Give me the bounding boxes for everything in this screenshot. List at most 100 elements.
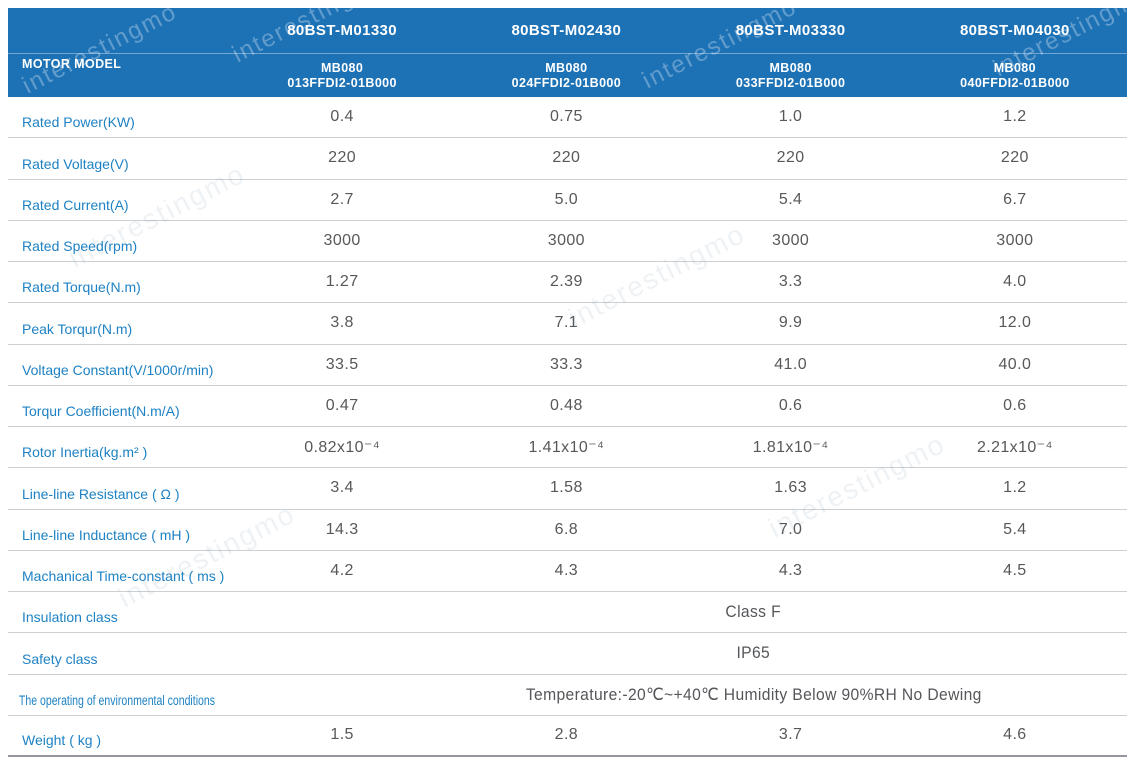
- value-cell: 0.47: [325, 396, 359, 414]
- value-cell: 3.4: [330, 479, 354, 497]
- table-row: The operating of environmental condition…: [8, 675, 1127, 716]
- value-cell: 220: [776, 149, 805, 167]
- model-name-row: 80BST-M01330 80BST-M02430 80BST-M03330 80BS…: [8, 8, 1127, 54]
- table-body: Rated Power(KW) 0.4 0.75 1.0 1.2 Rated Voltag…: [8, 97, 1127, 757]
- model-series-line: MB080: [993, 60, 1037, 75]
- value-cell: 0.6: [778, 396, 803, 414]
- value-cell: 7.0: [778, 520, 803, 538]
- row-label: Peak Torqur(N.m): [22, 320, 133, 337]
- table-row: Peak Torqur(N.m) 3.8 7.1 9.9 12.0: [8, 303, 1127, 345]
- motor-spec-table: MOTOR MODEL 80BST-M01330 80BST-M02430 80BS…: [8, 8, 1127, 757]
- value-cell: 1.2: [1003, 479, 1027, 497]
- table-row: Line-line Inductance ( mH ) 14.3 6.8 7.0 5.4: [8, 510, 1127, 551]
- value-cell: 14.3: [325, 520, 359, 538]
- value-cell: 4.2: [330, 561, 354, 579]
- value-cell: 4.5: [1003, 561, 1027, 579]
- model-series-line: MB080: [320, 60, 364, 75]
- value-cell: 1.0: [778, 108, 803, 126]
- value-cell: 7.1: [554, 314, 579, 332]
- model-code-cell: MB080 040FFDI2-01B000: [903, 54, 1127, 97]
- model-name-cell: 80BST-M01330: [287, 22, 398, 39]
- value-cell: 2.7: [330, 190, 354, 208]
- model-code-line: 033FFDI2-01B000: [735, 75, 846, 90]
- row-label: Rated Power(KW): [22, 114, 135, 131]
- value-cell: 4.0: [1003, 273, 1027, 291]
- merged-value-text: Class F: [725, 602, 782, 622]
- table-row: Insulation class Class F: [8, 592, 1127, 634]
- row-label: Insulation class: [22, 609, 118, 626]
- value-cell: 4.3: [778, 561, 803, 579]
- row-label: Weight ( kg ): [22, 732, 102, 748]
- value-cell: 3.7: [778, 726, 803, 744]
- value-cell: 3000: [547, 231, 585, 249]
- value-cell: 2.21x10⁻⁴: [976, 439, 1053, 457]
- value-cell: 3000: [772, 231, 810, 249]
- table-row: Safety class IP65: [8, 633, 1127, 675]
- value-cell: 1.2: [1003, 108, 1027, 126]
- value-cell: 0.6: [1003, 396, 1027, 414]
- value-cell: 6.8: [554, 520, 579, 538]
- row-label: Rotor Inertia(kg.m² ): [22, 444, 148, 461]
- value-cell: 4.6: [1003, 726, 1027, 744]
- table-row: Weight ( kg ) 1.5 2.8 3.7 4.6: [8, 716, 1127, 757]
- value-cell: 1.5: [330, 726, 354, 744]
- row-label: Rated Torque(N.m): [22, 279, 141, 296]
- merged-value-cell: Temperature:-20℃~+40℃ Humidity Below 90%…: [230, 675, 1127, 715]
- model-code-row: MB080 013FFDI2-01B000 MB080 024FFDI2-01B000…: [8, 54, 1127, 97]
- value-cell: 1.58: [550, 479, 583, 497]
- row-label: Line-line Resistance ( Ω ): [22, 485, 180, 502]
- value-cell: 12.0: [998, 314, 1032, 332]
- model-code-cell: MB080 033FFDI2-01B000: [679, 54, 903, 97]
- model-code-line: 024FFDI2-01B000: [511, 75, 622, 90]
- table-row: Rotor Inertia(kg.m² ) 0.82x10⁻⁴ 1.41x10⁻⁴ 1…: [8, 427, 1127, 469]
- value-cell: 1.81x10⁻⁴: [752, 439, 829, 457]
- value-cell: 40.0: [998, 355, 1032, 373]
- table-row: Rated Power(KW) 0.4 0.75 1.0 1.2: [8, 97, 1127, 139]
- model-code-line: 040FFDI2-01B000: [960, 75, 1070, 90]
- table-row: Voltage Constant(V/1000r/min) 33.5 33.3 41.…: [8, 345, 1127, 386]
- model-series-line: MB080: [769, 60, 812, 75]
- value-cell: 0.48: [550, 396, 583, 414]
- row-label: Voltage Constant(V/1000r/min): [22, 361, 214, 378]
- value-cell: 220: [552, 149, 581, 167]
- merged-value-cell: IP65: [230, 633, 1127, 673]
- value-cell: 1.27: [325, 273, 359, 291]
- value-cell: 4.3: [554, 561, 579, 579]
- table-row: Line-line Resistance ( Ω ) 3.4 1.58 1.63 1.2: [8, 468, 1127, 510]
- value-cell: 220: [1000, 149, 1029, 167]
- merged-value-cell: Class F: [230, 592, 1127, 632]
- value-cell: 5.0: [554, 190, 579, 208]
- value-cell: 1.41x10⁻⁴: [528, 439, 605, 457]
- table-row: Rated Speed(rpm) 3000 3000 3000 3000: [8, 221, 1127, 262]
- table-header: MOTOR MODEL 80BST-M01330 80BST-M02430 80BS…: [8, 8, 1127, 97]
- value-cell: 9.9: [778, 314, 803, 332]
- model-series-line: MB080: [545, 60, 588, 75]
- table-row: Rated Current(A) 2.7 5.0 5.4 6.7: [8, 180, 1127, 221]
- value-cell: 2.39: [550, 273, 583, 291]
- value-cell: 33.5: [325, 355, 359, 373]
- value-cell: 0.4: [330, 108, 354, 126]
- model-code-cell: MB080 024FFDI2-01B000: [454, 54, 678, 97]
- row-label: Machanical Time-constant ( ms ): [22, 568, 225, 584]
- corner-label: MOTOR MODEL: [22, 57, 122, 71]
- row-label: The operating of environmental condition…: [18, 692, 216, 708]
- row-label: Rated Voltage(V): [22, 155, 129, 172]
- model-name-cell: 80BST-M02430: [511, 22, 622, 39]
- table-row: Machanical Time-constant ( ms ) 4.2 4.3 4.3…: [8, 551, 1127, 592]
- value-cell: 41.0: [774, 355, 807, 373]
- value-cell: 3000: [996, 231, 1034, 249]
- value-cell: 1.63: [774, 479, 807, 497]
- value-cell: 0.82x10⁻⁴: [304, 439, 381, 457]
- value-cell: 2.8: [554, 726, 579, 744]
- model-name-cell: 80BST-M03330: [735, 22, 846, 39]
- table-row: Rated Voltage(V) 220 220 220 220: [8, 138, 1127, 180]
- value-cell: 0.75: [550, 108, 583, 126]
- table-row: Torqur Coefficient(N.m/A) 0.47 0.48 0.6 0.6: [8, 386, 1127, 427]
- value-cell: 3.8: [330, 314, 354, 332]
- row-label: Torqur Coefficient(N.m/A): [22, 403, 180, 419]
- model-code-line: 013FFDI2-01B000: [287, 75, 397, 90]
- value-cell: 220: [328, 149, 357, 167]
- row-label: Line-line Inductance ( mH ): [22, 526, 191, 543]
- model-name-cell: 80BST-M04030: [959, 22, 1070, 39]
